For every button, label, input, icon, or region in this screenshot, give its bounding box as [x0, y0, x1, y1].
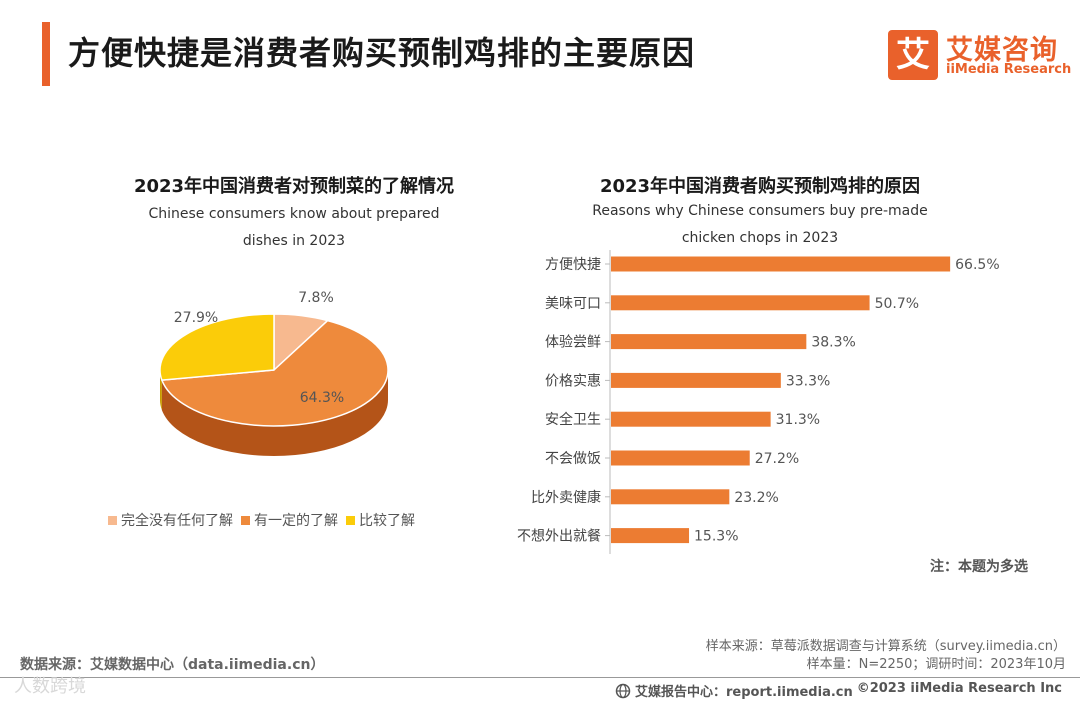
pie-legend: 完全没有任何了解 有一定的了解 比较了解	[108, 510, 415, 530]
bar-category-label: 比外卖健康	[531, 489, 601, 506]
bar	[611, 489, 730, 505]
pie-subtitle-line-1: Chinese consumers know about prepared	[148, 206, 440, 222]
bar-chart-subtitle: Reasons why Chinese consumers buy pre-ma…	[540, 198, 980, 252]
bar-subtitle-line-2: chicken chops in 2023	[681, 230, 839, 246]
bar-value-label: 31.3%	[776, 412, 820, 428]
bar-category-label: 价格实惠	[545, 373, 601, 389]
slice-some-side	[161, 370, 389, 457]
bar	[611, 450, 750, 466]
pie-subtitle-line-2: dishes in 2023	[242, 233, 346, 249]
logo-mark: 艾	[888, 30, 938, 80]
bar-category-label: 美味可口	[545, 296, 601, 312]
footer-copyright: ©2023 iiMedia Research Inc	[856, 681, 1062, 696]
bar-value-label: 27.2%	[755, 451, 799, 467]
footer-report-text: 艾媒报告中心：report.iimedia.cn	[635, 685, 853, 700]
title-accent-bar	[42, 22, 50, 86]
pie-chart-subtitle: Chinese consumers know about prepared di…	[84, 201, 504, 255]
pie-chart-title: 2023年中国消费者对预制菜的了解情况	[133, 176, 455, 197]
legend-swatch-none	[108, 515, 117, 525]
bar-category-label: 安全卫生	[545, 411, 601, 428]
footer-report-center: 艾媒报告中心：report.iimedia.cn	[615, 681, 853, 700]
slice-well	[159, 313, 275, 381]
bar	[611, 256, 951, 272]
sample-size: 样本量：N=2250；调研时间：2023年10月	[806, 657, 1066, 672]
legend-item-none: 完全没有任何了解	[108, 510, 233, 530]
bar-value-label: 66.5%	[955, 257, 999, 273]
bar-chart-title: 2023年中国消费者购买预制鸡排的原因	[599, 176, 921, 197]
bar-subtitle-line-1: Reasons why Chinese consumers buy pre-ma…	[592, 203, 928, 219]
sample-info: 样本来源：草莓派数据调查与计算系统（survey.iimedia.cn） 样本量…	[706, 638, 1066, 674]
bar	[611, 528, 690, 544]
bar-value-label: 15.3%	[694, 529, 738, 545]
chart-note: 注：本题为多选	[930, 559, 1028, 575]
bar-category-label: 不会做饭	[545, 451, 601, 467]
logo-name-cn: 艾媒咨询	[946, 35, 1058, 66]
bar-category-label: 方便快捷	[545, 257, 601, 273]
legend-swatch-well	[346, 515, 355, 525]
bar-value-label: 23.2%	[734, 490, 778, 506]
logo-name-en: iiMedia Research	[946, 62, 1072, 77]
bar-category-label: 体验尝鲜	[545, 335, 601, 351]
legend-label-none: 完全没有任何了解	[121, 513, 233, 529]
watermark: 人数跨境	[14, 676, 86, 697]
bar-value-label: 50.7%	[875, 296, 919, 312]
legend-label-well: 比较了解	[359, 513, 415, 529]
page-title: 方便快捷是消费者购买预制鸡排的主要原因	[68, 34, 696, 72]
sample-source: 样本来源：草莓派数据调查与计算系统（survey.iimedia.cn）	[705, 639, 1066, 654]
bar-value-label: 33.3%	[786, 373, 830, 389]
bar	[611, 411, 771, 427]
legend-label-some: 有一定的了解	[254, 513, 338, 529]
legend-item-some: 有一定的了解	[241, 510, 338, 530]
pie-value-label: 7.8%	[298, 290, 334, 306]
legend-item-well: 比较了解	[346, 510, 415, 530]
bar	[611, 372, 781, 388]
legend-swatch-some	[241, 515, 250, 525]
bar	[611, 295, 870, 311]
globe-icon	[615, 683, 631, 698]
slice-some	[161, 319, 389, 427]
pie-value-label: 64.3%	[300, 390, 344, 406]
pie-value-label: 27.9%	[174, 310, 218, 326]
bar-value-label: 38.3%	[811, 335, 855, 351]
iimedia-logo: 艾 艾媒咨询 iiMedia Research	[888, 30, 1072, 86]
bar-category-label: 不想外出就餐	[517, 529, 601, 545]
data-source: 数据来源：艾媒数据中心（data.iimedia.cn）	[20, 657, 325, 673]
footer-divider	[0, 677, 1080, 678]
bar	[611, 334, 807, 350]
